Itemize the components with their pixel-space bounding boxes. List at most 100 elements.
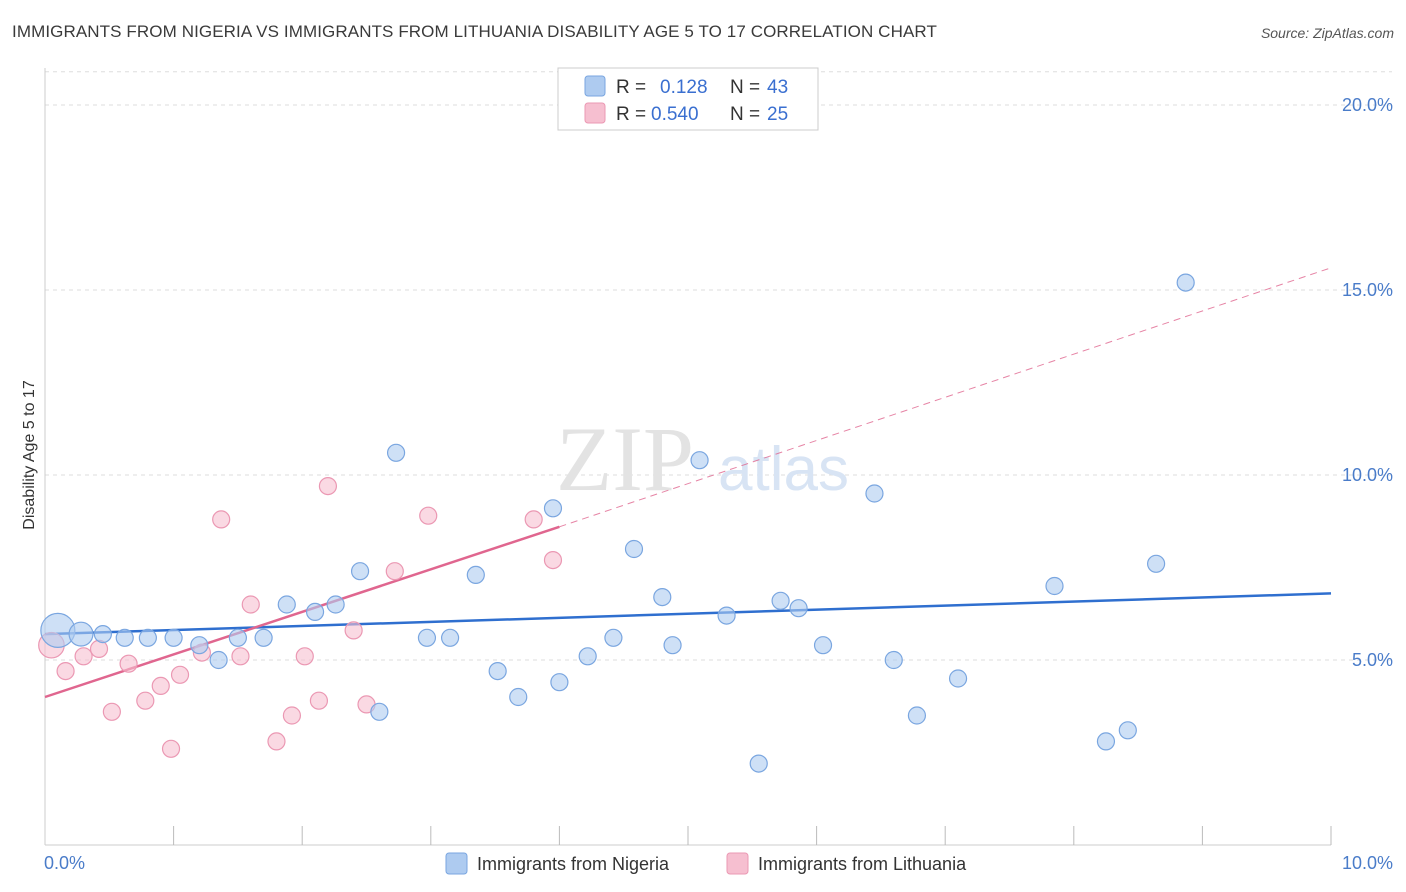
point-nigeria-7 [209,650,228,670]
point-nigeria-18 [466,565,485,585]
series-nigeria-points [40,273,1195,773]
point-nigeria-15 [386,443,406,462]
point-nigeria-42 [1176,273,1195,292]
series-legend-swatch-nigeria [445,852,468,875]
point-nigeria-34 [865,484,884,503]
series-legend-label-nigeria: Immigrants from Nigeria [477,854,670,874]
y-tick-label-0: 5.0% [1352,650,1393,670]
watermark: ZIP atlas [556,408,849,510]
watermark-zip: ZIP [556,408,694,510]
point-nigeria-13 [350,562,370,581]
point-lithuania-13 [241,595,260,614]
point-nigeria-11 [305,602,325,622]
legend-n-value-lithuania: 25 [767,104,788,125]
point-nigeria-41 [1147,554,1166,573]
point-lithuania-12 [231,647,250,666]
point-nigeria-36 [907,706,927,725]
legend-n-value-nigeria: 43 [767,77,788,98]
point-lithuania-24 [543,550,563,570]
point-nigeria-19 [488,661,507,681]
x-tick-label-max: 10.0% [1342,853,1393,873]
point-nigeria-12 [326,595,345,614]
point-nigeria-2 [93,624,112,644]
series-lithuania-points [38,477,563,758]
x-tick-label-min: 0.0% [44,853,85,873]
point-lithuania-18 [318,477,338,496]
point-nigeria-3 [115,628,134,647]
point-lithuania-11 [212,510,231,529]
legend-r-value-nigeria: 0.128 [660,77,708,98]
point-nigeria-38 [1045,576,1064,596]
y-axis-title: Disability Age 5 to 17 [21,380,38,530]
point-nigeria-40 [1118,721,1137,740]
point-nigeria-1 [68,621,94,647]
point-nigeria-21 [543,499,563,518]
legend-swatch-nigeria [584,75,606,97]
y-tick-label-1: 10.0% [1342,465,1393,485]
point-nigeria-16 [417,628,437,647]
point-nigeria-32 [789,599,808,618]
point-nigeria-24 [604,628,623,647]
x-ticks [173,826,1332,845]
point-nigeria-29 [717,606,736,625]
point-nigeria-23 [578,647,597,666]
point-lithuania-17 [309,691,329,710]
point-nigeria-37 [948,669,968,688]
point-nigeria-6 [190,636,209,655]
point-nigeria-10 [277,595,296,614]
point-nigeria-14 [370,702,389,721]
chart-title: IMMIGRANTS FROM NIGERIA VS IMMIGRANTS FR… [12,22,937,41]
trend-line-nigeria [44,592,1332,636]
point-lithuania-6 [136,691,155,710]
point-lithuania-2 [74,647,93,666]
source-credit: Source: ZipAtlas.com [1260,25,1394,41]
point-nigeria-26 [653,587,672,607]
point-lithuania-22 [419,506,438,525]
point-nigeria-39 [1096,732,1116,751]
point-nigeria-4 [138,628,157,647]
legend-r-label-nigeria: R = [616,77,646,98]
point-lithuania-7 [151,676,170,696]
point-nigeria-17 [440,628,460,647]
point-nigeria-27 [663,636,682,655]
correlation-legend: R = 0.128 N = 43 R = 0.540 N = 25 [557,67,819,131]
series-legend-swatch-lithuania [726,852,749,875]
point-nigeria-33 [813,636,833,655]
point-lithuania-14 [267,732,286,751]
legend-r-value-lithuania: 0.540 [651,104,699,125]
trend-line-lithuania [44,525,560,699]
gridlines [45,71,1392,661]
y-tick-label-3: 20.0% [1342,95,1393,115]
point-nigeria-31 [771,591,790,610]
point-nigeria-28 [690,451,709,470]
trend-line-lithuania-extension [559,267,1332,528]
series-legend: Immigrants from Nigeria Immigrants from … [445,852,967,875]
point-lithuania-23 [524,510,543,529]
point-nigeria-9 [254,628,273,647]
watermark-atlas: atlas [718,435,849,504]
series-legend-label-lithuania: Immigrants from Lithuania [758,854,967,874]
point-lithuania-21 [385,562,404,581]
y-tick-labels: 5.0% 10.0% 15.0% 20.0% [1342,95,1393,670]
point-nigeria-8 [228,628,247,647]
point-nigeria-30 [749,754,768,773]
point-lithuania-5 [119,654,138,673]
point-lithuania-19 [344,621,363,640]
legend-n-label-lithuania: N = [730,104,760,125]
point-nigeria-22 [550,673,569,692]
point-lithuania-4 [102,702,121,721]
point-lithuania-16 [295,647,314,666]
point-nigeria-35 [884,650,903,670]
point-lithuania-1 [56,661,75,681]
point-lithuania-9 [170,665,190,684]
point-nigeria-25 [624,539,644,559]
point-lithuania-8 [161,739,181,758]
legend-r-label-lithuania: R = [616,104,646,125]
point-lithuania-15 [282,706,302,725]
legend-n-label-nigeria: N = [730,77,760,98]
y-tick-label-2: 15.0% [1342,280,1393,300]
point-nigeria-20 [509,687,528,707]
legend-swatch-lithuania [584,102,606,124]
point-nigeria-5 [164,628,183,647]
